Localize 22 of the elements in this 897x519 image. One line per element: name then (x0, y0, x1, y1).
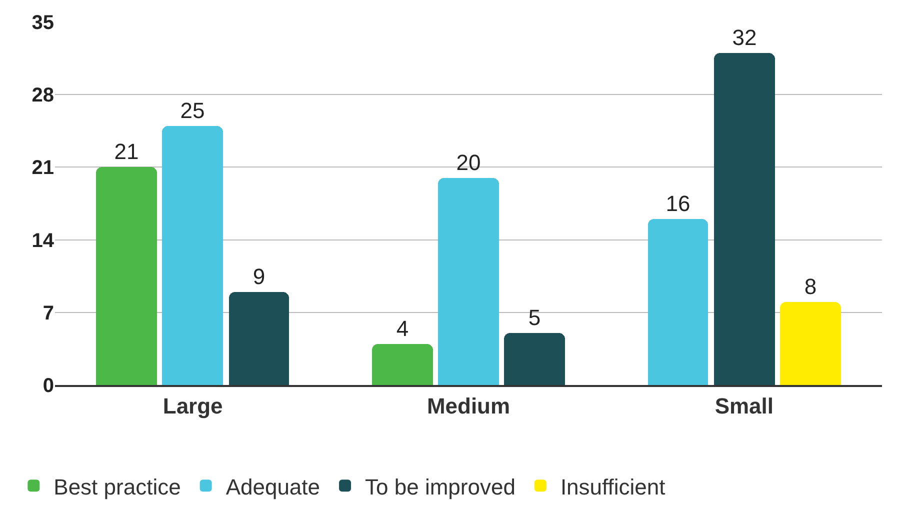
legend-label: Insufficient (560, 474, 666, 500)
y-tick-label: 21 (32, 157, 54, 180)
legend-label: To be improved (365, 474, 516, 500)
data-label: 5 (528, 305, 541, 330)
data-label: 20 (456, 150, 481, 175)
legend-label: Adequate (226, 474, 320, 500)
x-tick-label: Large (162, 393, 223, 418)
x-tick-label: Medium (426, 393, 510, 418)
data-label: 32 (732, 25, 757, 50)
y-tick-label: 28 (32, 84, 54, 107)
data-label: 25 (180, 98, 205, 123)
data-label: 8 (804, 274, 817, 299)
legend-label: Best practice (54, 474, 181, 500)
data-label: 4 (396, 316, 409, 341)
x-tick-label: Small (714, 393, 774, 418)
y-tick-label: 14 (32, 230, 55, 252)
y-tick-label: 35 (32, 12, 54, 34)
y-tick-label: 7 (42, 302, 54, 324)
data-label: 21 (114, 139, 139, 164)
y-tick-label: 0 (42, 375, 54, 397)
data-label: 9 (252, 264, 266, 289)
data-label: 16 (666, 191, 690, 216)
